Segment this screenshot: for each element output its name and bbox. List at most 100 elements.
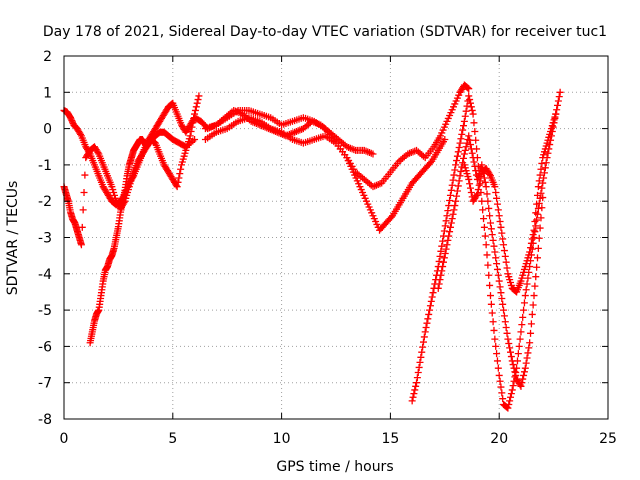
- data-point: [497, 289, 505, 297]
- y-tick-label: -4: [38, 267, 52, 283]
- data-point: [509, 361, 517, 369]
- data-point: [193, 99, 201, 107]
- data-point: [448, 181, 456, 189]
- data-point: [478, 197, 486, 205]
- data-point: [498, 389, 506, 397]
- data-point: [536, 171, 544, 179]
- data-point: [422, 324, 430, 332]
- data-point: [496, 377, 504, 385]
- y-tick-label: -7: [38, 376, 52, 392]
- data-point: [494, 206, 502, 214]
- data-point: [508, 386, 516, 394]
- data-point: [460, 154, 468, 162]
- data-point: [488, 231, 496, 239]
- data-point: [529, 231, 537, 239]
- data-point: [189, 119, 197, 127]
- data-point: [507, 348, 515, 356]
- data-point: [455, 143, 463, 151]
- data-point: [468, 106, 476, 114]
- x-tick-label: 20: [490, 431, 508, 447]
- data-point: [509, 382, 517, 390]
- x-tick-label: 15: [381, 431, 399, 447]
- data-point: [446, 196, 454, 204]
- data-point: [79, 206, 87, 214]
- data-point: [508, 357, 516, 365]
- data-point: [484, 261, 492, 269]
- data-point: [554, 101, 562, 109]
- data-point: [480, 223, 488, 231]
- data-point: [466, 136, 474, 144]
- data-point: [519, 375, 527, 383]
- data-point: [419, 338, 427, 346]
- data-point: [426, 159, 434, 167]
- data-point: [503, 329, 511, 337]
- data-point: [437, 271, 445, 279]
- y-axis-title: SDTVAR / TECUs: [5, 181, 21, 296]
- data-point: [462, 143, 470, 151]
- data-point: [459, 126, 467, 134]
- data-point: [472, 136, 480, 144]
- data-point: [421, 328, 429, 336]
- data-point: [466, 180, 474, 188]
- data-point: [544, 149, 552, 157]
- data-point: [510, 364, 518, 372]
- data-point: [524, 349, 532, 357]
- data-point: [474, 186, 482, 194]
- data-point: [439, 258, 447, 266]
- data-point: [520, 306, 528, 314]
- data-point: [81, 171, 89, 179]
- data-point: [414, 369, 422, 377]
- data-point: [507, 353, 515, 361]
- y-tick-label: 2: [43, 49, 52, 65]
- data-point: [452, 161, 460, 169]
- data-point: [516, 335, 524, 343]
- data-point: [504, 335, 512, 343]
- data-point: [533, 210, 541, 218]
- data-point: [506, 344, 514, 352]
- data-point: [453, 192, 461, 200]
- data-point: [541, 164, 549, 172]
- data-point: [425, 310, 433, 318]
- data-point: [531, 282, 539, 290]
- data-point: [476, 177, 484, 185]
- data-point: [556, 88, 564, 96]
- data-point: [523, 354, 531, 362]
- data-point: [528, 310, 536, 318]
- data-point: [464, 84, 472, 92]
- data-point: [493, 260, 501, 268]
- data-point: [536, 224, 544, 232]
- data-point: [477, 173, 485, 181]
- data-point: [482, 241, 490, 249]
- data-point: [458, 130, 466, 138]
- data-point: [412, 382, 420, 390]
- series-trace-h: [460, 110, 560, 296]
- data-point: [446, 223, 454, 231]
- data-point: [426, 306, 434, 314]
- data-point: [521, 292, 529, 300]
- data-point: [78, 223, 86, 231]
- data-point: [485, 204, 493, 212]
- data-point: [177, 165, 185, 173]
- data-point: [419, 343, 427, 351]
- data-point: [542, 159, 550, 167]
- chart-title: Day 178 of 2021, Sidereal Day-to-day VTE…: [43, 24, 607, 40]
- data-point: [506, 397, 514, 405]
- data-point: [493, 357, 501, 365]
- data-point: [417, 353, 425, 361]
- data-point: [439, 237, 447, 245]
- data-point: [442, 217, 450, 225]
- data-point: [445, 232, 453, 240]
- data-point: [444, 236, 452, 244]
- data-point: [483, 251, 491, 259]
- data-point: [521, 364, 529, 372]
- x-axis-title: GPS time / hours: [276, 459, 393, 475]
- data-point: [485, 271, 493, 279]
- data-point: [500, 247, 508, 255]
- data-point: [490, 242, 498, 250]
- data-point: [514, 350, 522, 358]
- data-point: [441, 249, 449, 257]
- data-point: [387, 213, 395, 221]
- data-point: [533, 200, 541, 208]
- x-tick-label: 0: [60, 431, 69, 447]
- data-point: [487, 300, 495, 308]
